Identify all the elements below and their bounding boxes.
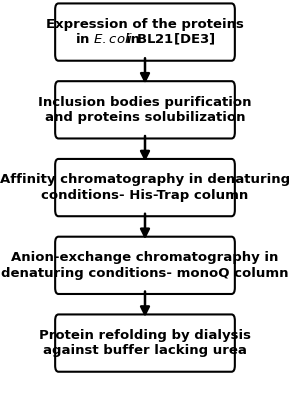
Text: and proteins solubilization: and proteins solubilization — [45, 111, 245, 124]
Text: Protein refolding by dialysis: Protein refolding by dialysis — [39, 329, 251, 342]
Text: conditions- His-Trap column: conditions- His-Trap column — [41, 189, 249, 202]
FancyBboxPatch shape — [55, 159, 235, 216]
Text: Inclusion bodies purification: Inclusion bodies purification — [38, 96, 252, 108]
FancyBboxPatch shape — [55, 236, 235, 294]
Text: against buffer lacking urea: against buffer lacking urea — [43, 344, 247, 357]
FancyBboxPatch shape — [55, 314, 235, 372]
Text: Expression of the proteins: Expression of the proteins — [46, 18, 244, 31]
Text: in $\mathit{E.coli}$ BL21[DE3]: in $\mathit{E.coli}$ BL21[DE3] — [75, 32, 215, 47]
FancyBboxPatch shape — [55, 81, 235, 138]
Text: in: in — [126, 33, 145, 47]
Text: Anion-exchange chromatography in: Anion-exchange chromatography in — [11, 251, 279, 264]
FancyBboxPatch shape — [55, 3, 235, 61]
Text: denaturing conditions- monoQ column: denaturing conditions- monoQ column — [1, 267, 289, 280]
Text: Affinity chromatography in denaturing: Affinity chromatography in denaturing — [0, 173, 290, 186]
